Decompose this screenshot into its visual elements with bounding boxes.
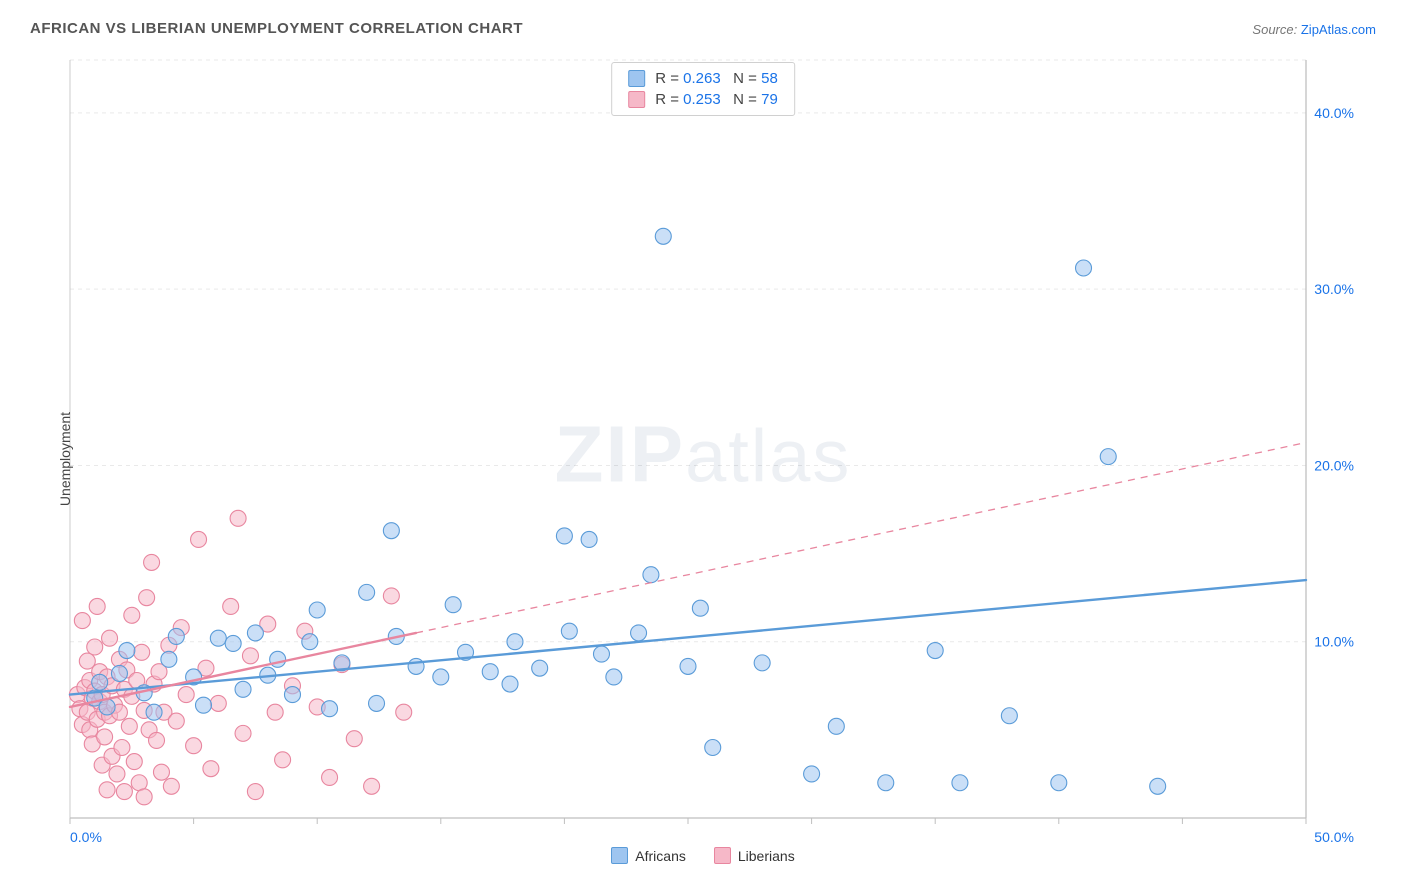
svg-text:50.0%: 50.0% [1314,829,1354,845]
series-legend: Africans Liberians [30,847,1376,864]
svg-text:30.0%: 30.0% [1314,281,1354,297]
stat-legend-row: R = 0.253 N = 79 [628,89,778,110]
legend-item: Liberians [714,847,795,864]
chart-container: Unemployment 10.0% 20.0% 30.0% 40.0% 0.0% 50.… [30,56,1376,862]
legend-swatch [628,91,645,108]
legend-swatch [714,847,731,864]
legend-swatch [611,847,628,864]
svg-text:40.0%: 40.0% [1314,105,1354,121]
legend-label: Africans [635,848,686,864]
source-credit: Source: ZipAtlas.com [1252,22,1376,37]
stat-legend-row: R = 0.263 N = 58 [628,68,778,89]
svg-text:10.0%: 10.0% [1314,634,1354,650]
y-axis-label: Unemployment [57,412,73,506]
scatter-chart: 10.0% 20.0% 30.0% 40.0% 0.0% 50.0% [30,56,1376,862]
stats-legend: R = 0.263 N = 58 R = 0.253 N = 79 [611,62,795,116]
source-link[interactable]: ZipAtlas.com [1301,22,1376,37]
chart-title: AFRICAN VS LIBERIAN UNEMPLOYMENT CORRELA… [30,20,523,37]
legend-swatch [628,70,645,87]
legend-label: Liberians [738,848,795,864]
svg-text:20.0%: 20.0% [1314,457,1354,473]
svg-text:0.0%: 0.0% [70,829,102,845]
legend-item: Africans [611,847,686,864]
